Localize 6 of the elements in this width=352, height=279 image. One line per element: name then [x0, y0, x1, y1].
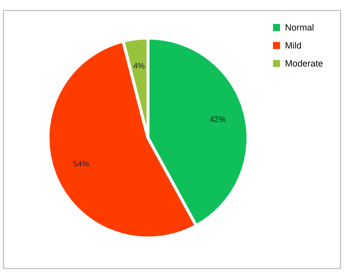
- data-label: 4%: [133, 62, 145, 71]
- data-label: 42%: [210, 115, 226, 124]
- data-label: 54%: [73, 160, 90, 169]
- legend-label: Normal: [285, 22, 314, 32]
- legend-label: Mild: [285, 40, 302, 50]
- legend-label: Moderate: [285, 58, 324, 68]
